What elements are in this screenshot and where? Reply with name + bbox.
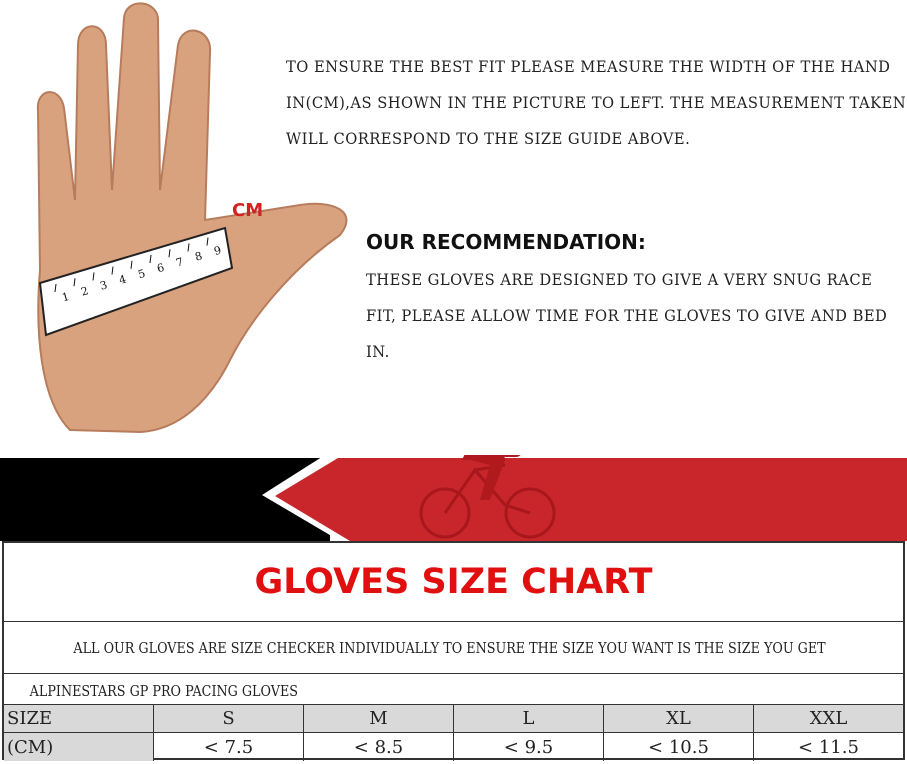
size-chart-table: GLOVES SIZE CHART ALL OUR GLOVES ARE SIZ… (2, 541, 905, 761)
ruler-tick (187, 243, 190, 252)
size-cell: XL (603, 705, 753, 732)
banner-red-arrow (275, 458, 907, 541)
chart-note-text: ALL OUR GLOVES ARE SIZE CHECKER INDIVIDU… (73, 639, 826, 657)
size-cell: XXL (753, 705, 903, 732)
measurement-cell: < 8.5 (303, 733, 453, 761)
ruler-tick-label: 5 (137, 267, 147, 281)
product-name-text: ALPINESTARS GP PRO PACING GLOVES (29, 682, 299, 700)
ruler-tick-label: 7 (175, 255, 185, 269)
ruler-tick (130, 260, 133, 269)
measurement-cell: < 11.5 (753, 733, 903, 761)
ruler-tick-label: 1 (61, 290, 71, 304)
ruler-tick-label: 2 (80, 284, 90, 298)
chart-title: GLOVES SIZE CHART (4, 543, 903, 622)
recommendation-text: THESE GLOVES ARE DESIGNED TO GIVE A VERY… (366, 270, 888, 361)
intro-text: TO ENSURE THE BEST FIT PLEASE MEASURE TH… (286, 57, 907, 148)
ruler-tick-label: 4 (118, 273, 128, 287)
measurement-cell: < 10.5 (603, 733, 753, 761)
ruler-tick-label: 9 (213, 244, 223, 258)
ruler-tick-label: 6 (156, 261, 166, 275)
ruler-tick (73, 278, 76, 287)
chart-note: ALL OUR GLOVES ARE SIZE CHECKER INDIVIDU… (4, 622, 903, 674)
product-name: ALPINESTARS GP PRO PACING GLOVES (4, 674, 903, 705)
ruler-tick (149, 254, 152, 264)
unit-label: (CM) (4, 733, 153, 761)
ruler-tick-label: 3 (99, 278, 109, 292)
ruler-tick (92, 272, 95, 281)
measurement-row: (CM) < 7.5 < 8.5 < 9.5 < 10.5 < 11.5 (4, 733, 903, 761)
size-cell: L (453, 705, 603, 732)
measurement-cell: < 7.5 (153, 733, 303, 761)
size-label: SIZE (4, 705, 153, 732)
banner (0, 455, 907, 541)
ruler-unit-label: CM (232, 200, 264, 221)
size-row: SIZE S M L XL XXL (4, 705, 903, 733)
recommendation-title: OUR RECOMMENDATION: (366, 230, 646, 254)
ruler-tick (168, 249, 171, 258)
ruler-tick (111, 266, 114, 275)
size-cell: M (303, 705, 453, 732)
ruler (38, 226, 234, 337)
measurement-cell: < 9.5 (453, 733, 603, 761)
size-cell: S (153, 705, 303, 732)
ruler-tick (206, 237, 209, 246)
ruler-tick (54, 283, 57, 293)
ruler-tick-label: 8 (194, 249, 204, 263)
